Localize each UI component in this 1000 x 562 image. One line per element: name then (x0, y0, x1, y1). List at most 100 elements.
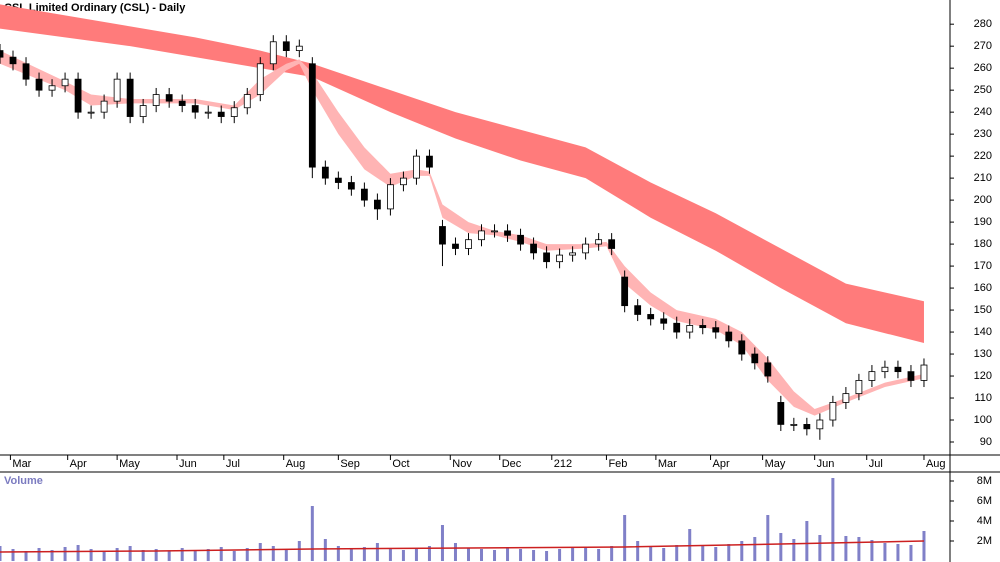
volume-bar (740, 541, 744, 561)
y-tick-label: 200 (974, 194, 992, 206)
x-tick-label: Aug (286, 458, 306, 470)
candle-body (152, 94, 160, 106)
volume-bar (636, 541, 640, 561)
candle-body (855, 380, 863, 395)
volume-bar (818, 535, 822, 561)
candle-body (87, 111, 95, 114)
volume-bar (922, 531, 926, 561)
volume-bar (571, 548, 575, 561)
volume-bar (427, 546, 431, 561)
y-tick-label: 90 (980, 436, 992, 448)
y-tick-label: 2M (977, 535, 992, 547)
volume-bar (76, 545, 80, 561)
candle-body (139, 105, 147, 117)
candle-body (452, 243, 459, 249)
volume-bar (349, 548, 353, 561)
candle-body (816, 419, 824, 430)
volume-bar (37, 548, 41, 561)
volume-bar (401, 550, 405, 561)
volume-bar (558, 549, 562, 561)
volume-bar (623, 515, 627, 561)
volume-bar (232, 551, 236, 561)
y-tick-label: 220 (974, 150, 992, 162)
volume-bar (883, 543, 887, 561)
candle-body (881, 366, 889, 373)
volume-bar (11, 549, 15, 561)
x-tick-label: Feb (608, 458, 627, 470)
y-tick-label: 170 (974, 260, 992, 272)
candle-body (907, 371, 915, 381)
volume-bar (662, 548, 666, 561)
candle-body (582, 243, 590, 254)
volume-bar (63, 547, 67, 561)
candle-body (543, 252, 550, 263)
candle-body (100, 100, 108, 113)
x-tick-label: May (119, 458, 140, 470)
y-tick-label: 280 (974, 18, 992, 30)
y-tick-label: 260 (974, 62, 992, 74)
y-tick-label: 4M (977, 515, 992, 527)
candle-body (217, 111, 225, 117)
x-tick-label: Sep (340, 458, 360, 470)
y-tick-label: 100 (974, 414, 992, 426)
y-tick-label: 270 (974, 40, 992, 52)
volume-bar (297, 541, 301, 561)
volume-bar (193, 550, 197, 561)
y-tick-label: 120 (974, 370, 992, 382)
candle-body (491, 230, 498, 233)
volume-bar (779, 533, 783, 561)
volume-bar (519, 549, 523, 561)
y-tick-label: 130 (974, 348, 992, 360)
candle-body (256, 63, 264, 95)
candle-body (282, 41, 290, 51)
candle-body (608, 239, 616, 249)
volume-bar (532, 550, 536, 561)
volume-bar (831, 478, 835, 561)
volume-bar (440, 525, 444, 561)
volume-bar (336, 546, 340, 561)
candle-body (126, 78, 134, 117)
volume-bar (714, 547, 718, 561)
x-tick-label: 212 (554, 458, 572, 470)
candle-body (777, 402, 785, 425)
volume-bar (310, 506, 314, 561)
volume-bar (375, 543, 379, 561)
volume-bar (675, 545, 679, 561)
y-tick-label: 190 (974, 216, 992, 228)
volume-title: Volume (4, 475, 43, 487)
x-tick-label: Jul (226, 458, 240, 470)
candle-body (556, 254, 563, 263)
volume-bar (102, 551, 106, 561)
volume-bar (89, 549, 93, 561)
y-tick-label: 240 (974, 106, 992, 118)
y-tick-label: 210 (974, 172, 992, 184)
volume-bar (792, 539, 796, 561)
candle-body (334, 177, 342, 183)
x-tick-label: Jun (817, 458, 835, 470)
volume-bar (805, 521, 809, 561)
volume-bar (245, 548, 249, 561)
candle-body (22, 63, 30, 80)
candle-body (634, 305, 642, 315)
volume-average (0, 540, 924, 553)
candle-body (48, 85, 56, 91)
candle-body (113, 78, 121, 102)
candle-body (204, 111, 212, 114)
candle-body (9, 56, 17, 65)
x-tick-label: Jul (869, 458, 883, 470)
x-tick-label: Aug (926, 458, 946, 470)
candle-body (347, 182, 355, 190)
y-tick-label: 160 (974, 282, 992, 294)
candle-body (530, 243, 537, 254)
volume-bar (649, 547, 653, 561)
candle-body (295, 45, 303, 51)
volume-bar (219, 547, 223, 561)
candle-body (61, 78, 69, 87)
candle-body (725, 331, 733, 342)
moving-average-band (0, 50, 924, 416)
volume-bar (414, 548, 418, 561)
volume-bar (896, 544, 900, 561)
volume-bar (388, 549, 392, 561)
candle-body (400, 177, 407, 186)
volume-bar (50, 550, 54, 561)
